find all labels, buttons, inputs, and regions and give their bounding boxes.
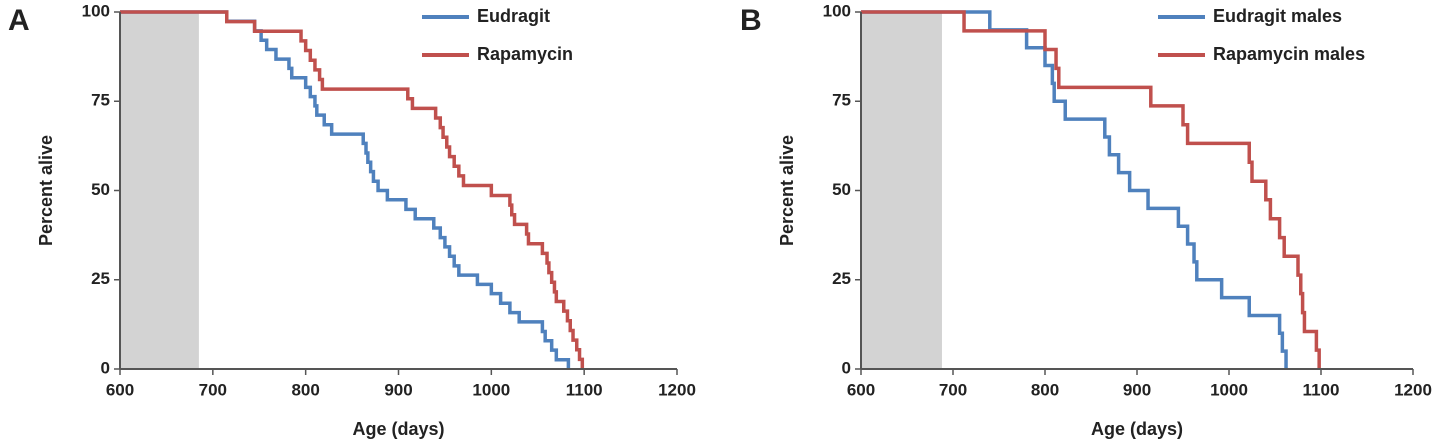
- x-tick-label: 1200: [658, 380, 696, 399]
- y-tick-label: 50: [832, 180, 851, 199]
- x-tick-label: 1100: [1303, 380, 1340, 399]
- y-tick-label: 0: [101, 358, 110, 377]
- x-tick-label: 800: [291, 380, 319, 399]
- x-tick-label: 600: [847, 380, 875, 399]
- panel-label: B: [740, 4, 762, 37]
- y-tick-label: 75: [832, 91, 851, 110]
- survival-line: [120, 10, 585, 369]
- x-axis-title: Age (days): [352, 419, 444, 439]
- x-tick-label: 1200: [1394, 380, 1432, 399]
- x-tick-label: 900: [1123, 380, 1151, 399]
- shaded-region: [861, 12, 942, 369]
- x-tick-label: 900: [384, 380, 412, 399]
- x-tick-label: 1000: [472, 380, 510, 399]
- legend-label: Eudragit males: [1213, 6, 1342, 26]
- y-tick-label: 25: [832, 269, 851, 288]
- y-tick-label: 100: [82, 1, 110, 20]
- legend-label: Rapamycin: [477, 44, 573, 64]
- x-tick-label: 800: [1031, 380, 1059, 399]
- legend-label: Eudragit: [477, 6, 550, 26]
- x-tick-label: 600: [106, 380, 134, 399]
- x-axis-title: Age (days): [1091, 419, 1183, 439]
- x-tick-label: 700: [199, 380, 227, 399]
- x-tick-label: 700: [939, 380, 967, 399]
- survival-line: [120, 10, 571, 369]
- panel-label: A: [8, 4, 30, 37]
- survival-line: [861, 10, 1288, 369]
- legend-label: Rapamycin males: [1213, 44, 1365, 64]
- x-tick-label: 1000: [1210, 380, 1248, 399]
- y-tick-label: 75: [91, 91, 110, 110]
- y-tick-label: 0: [842, 358, 851, 377]
- survival-line: [861, 10, 1321, 369]
- y-tick-label: 50: [91, 180, 110, 199]
- y-axis-title: Percent alive: [777, 135, 797, 246]
- shaded-region: [120, 12, 199, 369]
- y-tick-label: 25: [91, 269, 110, 288]
- y-axis-title: Percent alive: [36, 135, 56, 246]
- x-tick-label: 1100: [566, 380, 603, 399]
- y-tick-label: 100: [823, 1, 851, 20]
